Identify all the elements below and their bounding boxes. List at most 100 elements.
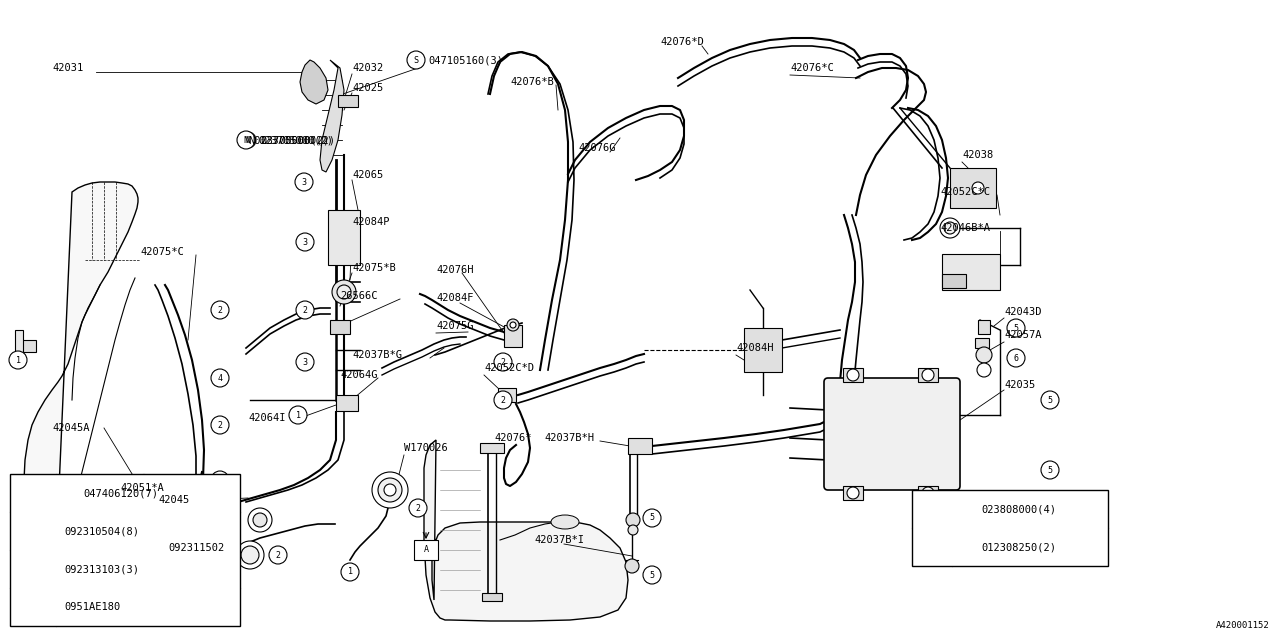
Bar <box>15 330 23 360</box>
Circle shape <box>378 478 402 502</box>
Text: 5: 5 <box>1047 465 1052 474</box>
Text: 1: 1 <box>15 355 20 365</box>
Bar <box>918 368 938 382</box>
Circle shape <box>1007 349 1025 367</box>
Circle shape <box>1041 461 1059 479</box>
Text: 42025: 42025 <box>352 83 383 93</box>
Text: 3: 3 <box>302 237 307 246</box>
Polygon shape <box>300 60 328 104</box>
Text: 3: 3 <box>302 358 307 367</box>
Text: 42064G: 42064G <box>340 370 378 380</box>
Circle shape <box>211 301 229 319</box>
Text: N: N <box>968 504 973 513</box>
Bar <box>480 443 504 453</box>
Circle shape <box>340 563 358 581</box>
Text: 42037B*G: 42037B*G <box>352 350 402 360</box>
Circle shape <box>211 416 229 434</box>
Circle shape <box>241 546 259 564</box>
Text: 2: 2 <box>29 526 36 536</box>
Text: 023705000(2): 023705000(2) <box>260 135 335 145</box>
Text: 42045: 42045 <box>157 495 189 505</box>
Bar <box>942 254 1000 290</box>
Circle shape <box>494 353 512 371</box>
Bar <box>628 438 652 454</box>
Bar <box>18 340 36 352</box>
Text: 2: 2 <box>275 550 280 559</box>
Circle shape <box>237 131 255 149</box>
Text: 5: 5 <box>649 513 654 522</box>
Text: 42076*: 42076* <box>494 433 531 443</box>
Circle shape <box>9 351 27 369</box>
Circle shape <box>296 233 314 251</box>
Text: 5: 5 <box>649 570 654 579</box>
Circle shape <box>922 537 942 557</box>
Circle shape <box>940 218 960 238</box>
Circle shape <box>410 499 428 517</box>
Bar <box>975 338 989 348</box>
Text: 2: 2 <box>218 305 223 314</box>
Circle shape <box>628 525 637 535</box>
Circle shape <box>972 182 984 194</box>
Text: S: S <box>413 56 419 65</box>
Text: 5: 5 <box>1047 396 1052 404</box>
Text: 42051*A: 42051*A <box>120 483 164 493</box>
Circle shape <box>977 347 992 363</box>
Bar <box>498 388 516 402</box>
Text: 2: 2 <box>218 420 223 429</box>
Bar <box>483 593 502 601</box>
Circle shape <box>625 559 639 573</box>
Text: 42043D: 42043D <box>1004 307 1042 317</box>
Circle shape <box>23 559 44 579</box>
Polygon shape <box>424 440 628 621</box>
Text: 42031: 42031 <box>52 63 83 73</box>
Circle shape <box>922 369 934 381</box>
Polygon shape <box>24 182 138 580</box>
Text: W170026: W170026 <box>404 443 448 453</box>
Text: 012308250(2): 012308250(2) <box>980 542 1056 552</box>
Circle shape <box>977 363 991 377</box>
Circle shape <box>23 483 44 503</box>
Circle shape <box>407 51 425 69</box>
Bar <box>918 486 938 500</box>
Circle shape <box>507 319 518 331</box>
Bar <box>328 210 360 265</box>
Text: 42076*D: 42076*D <box>660 37 704 47</box>
Text: 5: 5 <box>1014 323 1019 333</box>
Text: A: A <box>424 545 429 554</box>
Text: 2: 2 <box>416 504 421 513</box>
Circle shape <box>294 173 314 191</box>
Circle shape <box>372 472 408 508</box>
Text: A420001152: A420001152 <box>1216 621 1270 630</box>
Bar <box>504 325 522 347</box>
FancyBboxPatch shape <box>824 378 960 490</box>
Bar <box>844 486 863 500</box>
Text: 42057A: 42057A <box>1004 330 1042 340</box>
Text: 092313103(3): 092313103(3) <box>64 564 140 574</box>
Circle shape <box>236 541 264 569</box>
Text: 3: 3 <box>302 177 306 186</box>
Bar <box>330 320 349 334</box>
Circle shape <box>337 285 351 299</box>
Text: 2: 2 <box>500 358 506 367</box>
Circle shape <box>847 369 859 381</box>
Text: 4: 4 <box>29 602 36 612</box>
Text: 6: 6 <box>929 542 934 552</box>
Circle shape <box>211 369 229 387</box>
Circle shape <box>945 222 956 234</box>
Text: 092311502: 092311502 <box>168 543 224 553</box>
Text: 42046B*A: 42046B*A <box>940 223 989 233</box>
Circle shape <box>643 566 660 584</box>
Text: 42065: 42065 <box>352 170 383 180</box>
Text: 2: 2 <box>500 396 506 404</box>
Circle shape <box>384 484 396 496</box>
Text: 047406120(7): 047406120(7) <box>83 488 157 498</box>
Text: 26566C: 26566C <box>340 291 378 301</box>
Bar <box>10 474 241 626</box>
Bar <box>338 95 358 107</box>
Bar <box>950 168 996 208</box>
Text: 42075G: 42075G <box>436 321 474 331</box>
Text: 42038: 42038 <box>963 150 993 160</box>
Text: 42032: 42032 <box>352 63 383 73</box>
Text: 092310504(8): 092310504(8) <box>64 526 140 536</box>
Text: 42037B*I: 42037B*I <box>534 535 584 545</box>
